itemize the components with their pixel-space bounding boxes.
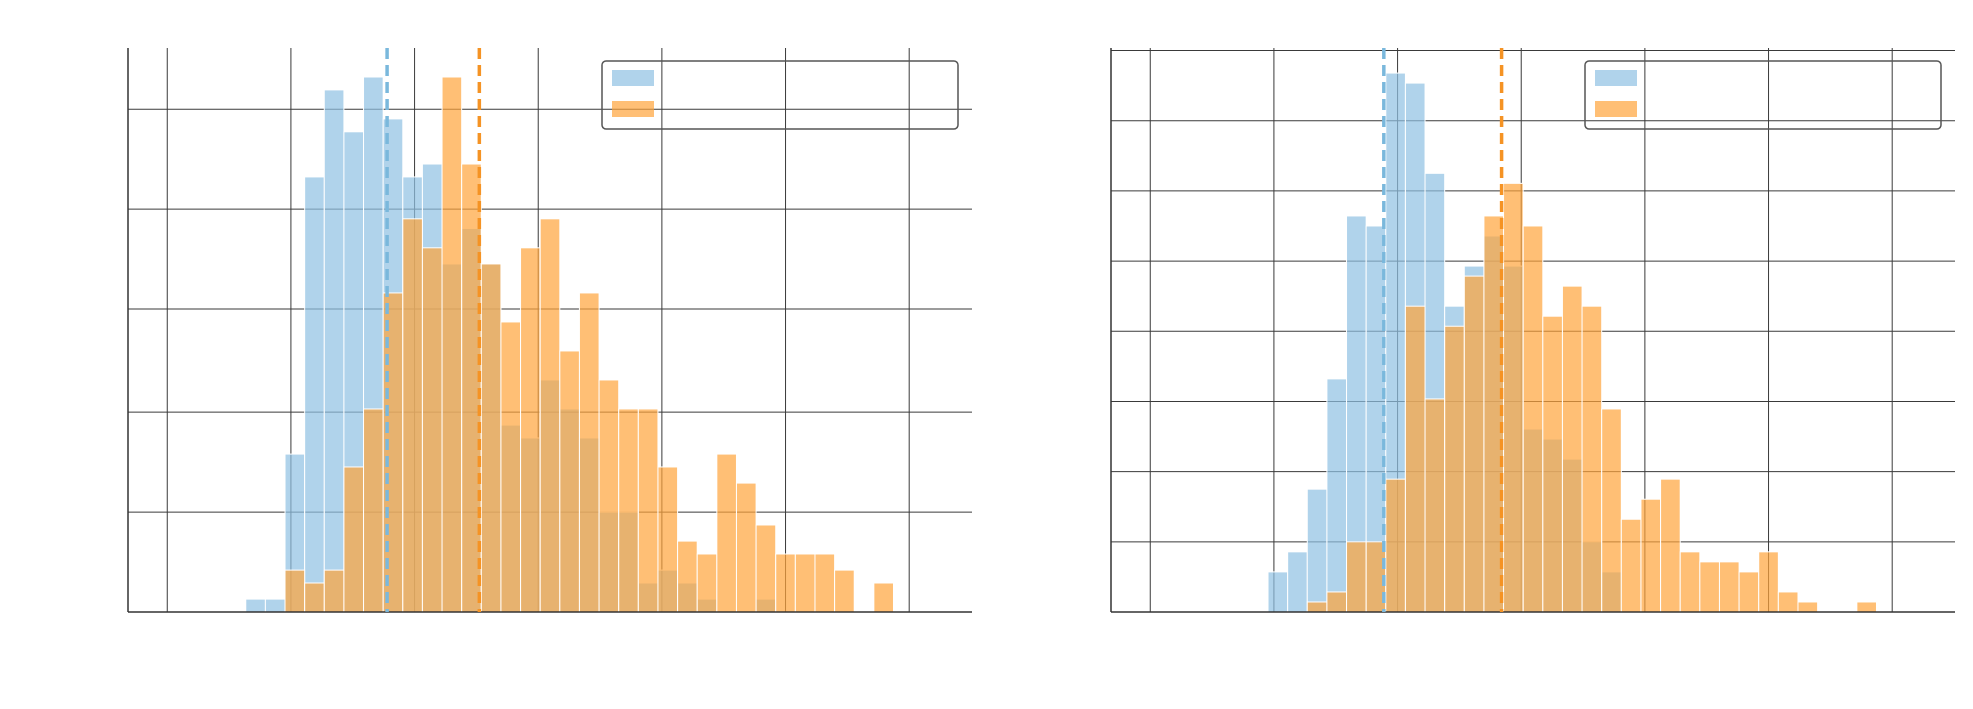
- histogram-bar-series-2: [323, 569, 345, 613]
- histogram-bar-series-2: [1581, 305, 1603, 613]
- histogram-bar-series-2: [578, 292, 600, 613]
- histogram-bar-series-2: [1758, 551, 1779, 613]
- histogram-bar-series-2: [1404, 305, 1426, 613]
- histogram-bar-series-2: [1346, 541, 1367, 613]
- legend-swatch-series-2: [1595, 101, 1637, 117]
- histogram-bar-series-2: [716, 453, 737, 613]
- histogram-bar-series-2: [1620, 518, 1642, 613]
- histogram-bar-series-1: [1267, 571, 1289, 613]
- histogram-bar-series-2: [520, 247, 541, 613]
- histogram-bar-series-2: [834, 569, 855, 613]
- histogram-bar-series-2: [1424, 398, 1446, 613]
- histogram-bar-series-2: [1463, 275, 1485, 613]
- histogram-bar-series-2: [1640, 498, 1662, 613]
- histogram-bar-series-2: [363, 408, 384, 613]
- histogram-bar-series-2: [559, 350, 580, 613]
- histogram-bar-series-2: [598, 379, 620, 613]
- histogram-bar-series-2: [539, 218, 561, 613]
- histogram-bar-series-2: [1660, 478, 1681, 613]
- histogram-bar-series-2: [343, 466, 365, 613]
- legend-box: [601, 60, 959, 130]
- histogram-bar-series-1: [1287, 551, 1308, 613]
- histogram-bar-series-2: [1679, 551, 1701, 613]
- histogram-bar-series-2: [1326, 591, 1348, 613]
- right-histogram-panel: [1110, 48, 1955, 613]
- histogram-bar-series-2: [304, 582, 325, 613]
- histogram-bar-series-2: [1561, 285, 1583, 613]
- histogram-bar-series-2: [480, 263, 502, 613]
- histogram-bar-series-1: [304, 176, 325, 613]
- histogram-bar-series-2: [637, 408, 659, 613]
- histogram-bar-series-2: [1738, 571, 1760, 613]
- histogram-bar-series-2: [696, 553, 718, 613]
- histogram-bar-series-2: [284, 569, 306, 613]
- histogram-bar-series-2: [500, 321, 522, 613]
- histogram-bar-series-1: [264, 598, 286, 613]
- histogram-bar-series-2: [1856, 601, 1877, 613]
- histogram-bar-series-2: [873, 582, 894, 613]
- histogram-bar-series-2: [755, 524, 777, 613]
- histogram-bar-series-1: [1306, 488, 1328, 613]
- histogram-bar-series-2: [775, 553, 796, 613]
- histogram-bar-series-1: [245, 598, 266, 613]
- histogram-bar-series-2: [1601, 408, 1622, 613]
- left-histogram-panel: [127, 48, 972, 613]
- histogram-bar-series-2: [1699, 561, 1720, 613]
- histogram-bar-series-2: [441, 76, 463, 613]
- histogram-bar-series-1: [1326, 378, 1348, 613]
- legend-swatch-series-1: [1595, 70, 1637, 86]
- histogram-bar-series-2: [1503, 182, 1524, 613]
- histogram-bar-series-1: [323, 89, 345, 613]
- histogram-bar-series-2: [677, 540, 698, 613]
- histogram-bar-series-2: [814, 553, 836, 613]
- histogram-bar-series-2: [1385, 478, 1406, 613]
- legend-swatch-series-1: [612, 70, 654, 86]
- histogram-bar-series-2: [657, 466, 679, 613]
- histogram-bar-series-2: [1797, 601, 1819, 613]
- histogram-bar-series-2: [402, 218, 423, 613]
- histogram-bar-series-2: [421, 247, 443, 613]
- histogram-bar-series-2: [1777, 591, 1799, 613]
- histogram-bar-series-2: [1306, 601, 1328, 613]
- histogram-bar-series-2: [1444, 325, 1465, 613]
- histogram-bar-series-2: [618, 408, 639, 613]
- legend-box: [1584, 60, 1942, 130]
- legend-swatch-series-2: [612, 101, 654, 117]
- histogram-bar-series-2: [794, 553, 816, 613]
- histogram-bar-series-2: [1522, 225, 1544, 613]
- histogram-bar-series-2: [1718, 561, 1740, 613]
- histogram-bar-series-2: [735, 482, 757, 613]
- histogram-bar-series-2: [1542, 315, 1563, 613]
